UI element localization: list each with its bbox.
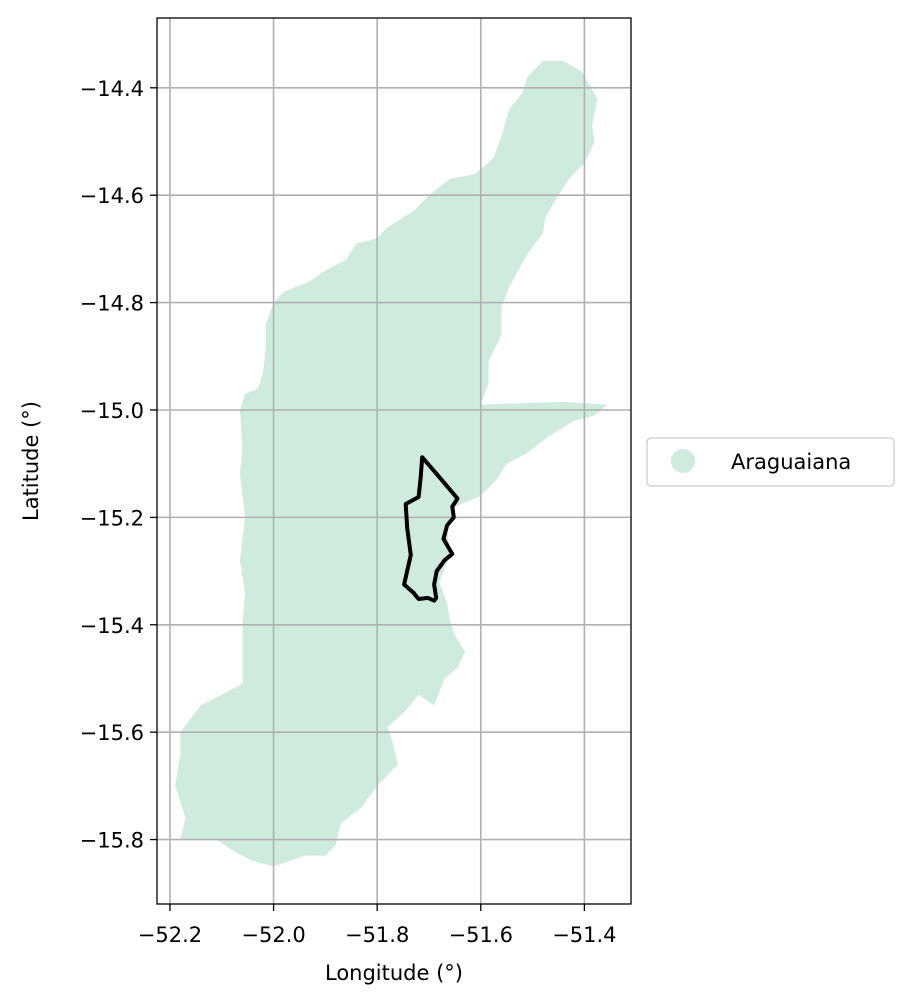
y-axis-ticks: −14.4 −14.6 −14.8 −15.0 −15.2 −15.4 −15.6 −15.8 [80,77,157,853]
legend: Araguaiana [646,437,895,487]
x-tick-label-0: −52.2 [138,923,202,947]
y-tick-label-0: −14.4 [80,77,144,101]
y-tick-label-6: −15.6 [80,721,144,745]
outline-shape-1 [402,455,460,603]
plot-area [157,18,631,904]
x-axis-ticks: −52.2 −52.0 −51.8 −51.6 −51.4 [138,904,617,947]
region-araguaiana [175,61,608,867]
legend-label-araguaiana: Araguaiana [731,450,851,474]
legend-marker-araguaiana [671,449,695,473]
grid-layer [157,18,631,904]
x-tick-label-3: −51.6 [449,923,513,947]
outline-layer [402,455,460,603]
y-tick-label-1: −14.6 [80,184,144,208]
region-layer [175,61,608,867]
axes-frame [156,17,632,905]
y-tick-label-5: −15.4 [80,614,144,638]
y-tick-label-7: −15.8 [80,829,144,853]
y-tick-label-4: −15.2 [80,506,144,530]
x-tick-label-1: −52.0 [241,923,305,947]
x-tick-label-2: −51.8 [345,923,409,947]
x-axis-label: Longitude (°) [325,961,463,985]
y-axis-label: Latitude (°) [19,401,43,521]
y-tick-label-3: −15.0 [80,399,144,423]
x-tick-label-4: −51.4 [552,923,616,947]
legend-box [646,437,895,487]
y-tick-label-2: −14.8 [80,292,144,316]
